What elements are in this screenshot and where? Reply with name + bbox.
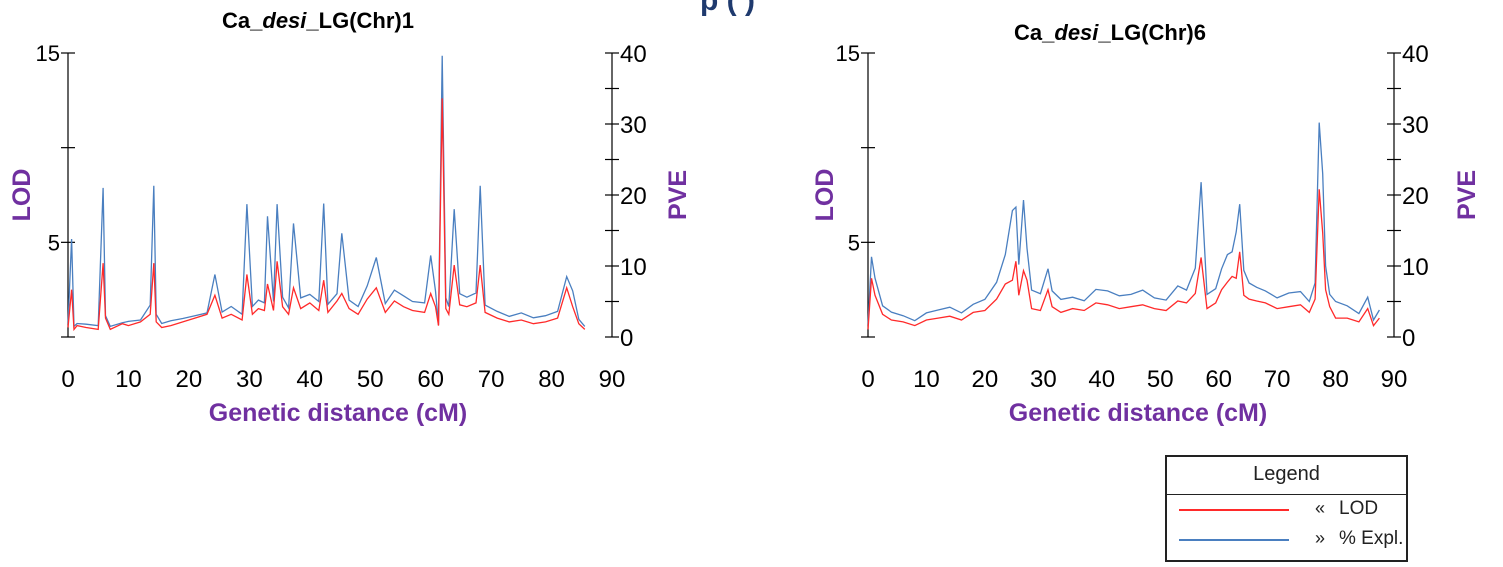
lg6-x-tick-label: 0 (861, 366, 874, 393)
legend-symbol-pve: » (1315, 528, 1326, 548)
lg6-x-tick-label: 90 (1381, 366, 1408, 393)
lg6-series-lod (867, 189, 1380, 330)
legend-swatch-pve (1179, 539, 1289, 541)
lg1-x-tick-label: 30 (236, 366, 263, 393)
lg1-left-tick-label: 5 (48, 230, 60, 255)
lg1-right-tick-label: 30 (620, 112, 647, 139)
lg1-series-lod (67, 98, 586, 332)
lg6-right-tick-label: 20 (1402, 183, 1429, 210)
lg1-x-tick-label: 20 (176, 366, 203, 393)
lg1-x-tick-label: 80 (538, 366, 565, 393)
lg6-left-tick-label: 5 (848, 230, 860, 255)
legend: Legend « LOD » % Expl. (1165, 455, 1408, 562)
lg6-right-tick-label: 0 (1402, 325, 1415, 352)
lg1-right-tick-label: 0 (620, 325, 633, 352)
lg1-x-tick-label: 40 (296, 366, 323, 393)
lg1-x-tick-label: 60 (417, 366, 444, 393)
lg6-right-tick-label: 10 (1402, 254, 1429, 281)
lg1-right-tick-label: 10 (620, 254, 647, 281)
lg1-chart-title: Ca_desi_LG(Chr)1 (222, 8, 414, 33)
lg6-right-tick-label: 30 (1402, 112, 1429, 139)
header-fragment: p ( ) (700, 0, 755, 17)
lg6-x-tick-label: 60 (1205, 366, 1232, 393)
lg6-x-tick-label: 10 (913, 366, 940, 393)
lg1-x-tick-label: 50 (357, 366, 384, 393)
lg6-series-pve (867, 122, 1380, 325)
lg1-x-tick-label: 10 (115, 366, 142, 393)
lg1-y-axis-title-right: PVE (664, 170, 692, 220)
lg1-left-tick-label: 15 (36, 41, 60, 66)
lg6-chart-title: Ca_desi_LG(Chr)6 (1014, 20, 1206, 45)
legend-item-pve: » % Expl. (1167, 525, 1406, 555)
lg6-x-tick-label: 20 (972, 366, 999, 393)
legend-symbol-lod: « (1315, 498, 1326, 518)
legend-divider (1167, 494, 1406, 495)
lg6-y-axis-title-right: PVE (1453, 170, 1481, 220)
lg1-right-tick-label: 40 (620, 41, 647, 68)
lg6-x-axis-title: Genetic distance (cM) (1009, 399, 1267, 427)
lg6-left-tick-label: 15 (836, 41, 860, 66)
lg6-y-axis-title-left: LOD (811, 169, 839, 222)
legend-swatch-lod (1179, 509, 1289, 511)
lg1-x-tick-label: 0 (61, 366, 74, 393)
lg1-right-tick-label: 20 (620, 183, 647, 210)
legend-label-lod: LOD (1339, 498, 1379, 519)
lg1-x-tick-label: 90 (599, 366, 626, 393)
lg1-y-axis-title-left: LOD (8, 169, 36, 222)
lg6-x-tick-label: 70 (1264, 366, 1291, 393)
lg1-series-pve (67, 55, 586, 328)
lg6-x-tick-label: 30 (1030, 366, 1057, 393)
legend-label-pve: % Expl. (1339, 528, 1404, 549)
legend-item-lod: « LOD (1167, 495, 1406, 525)
lg1-x-tick-label: 70 (478, 366, 505, 393)
lg1-x-axis-title: Genetic distance (cM) (209, 399, 467, 427)
lg6-x-tick-label: 80 (1322, 366, 1349, 393)
legend-title: Legend (1253, 463, 1320, 485)
lg6-right-tick-label: 40 (1402, 41, 1429, 68)
lg6-x-tick-label: 40 (1088, 366, 1115, 393)
lg6-x-tick-label: 50 (1147, 366, 1174, 393)
